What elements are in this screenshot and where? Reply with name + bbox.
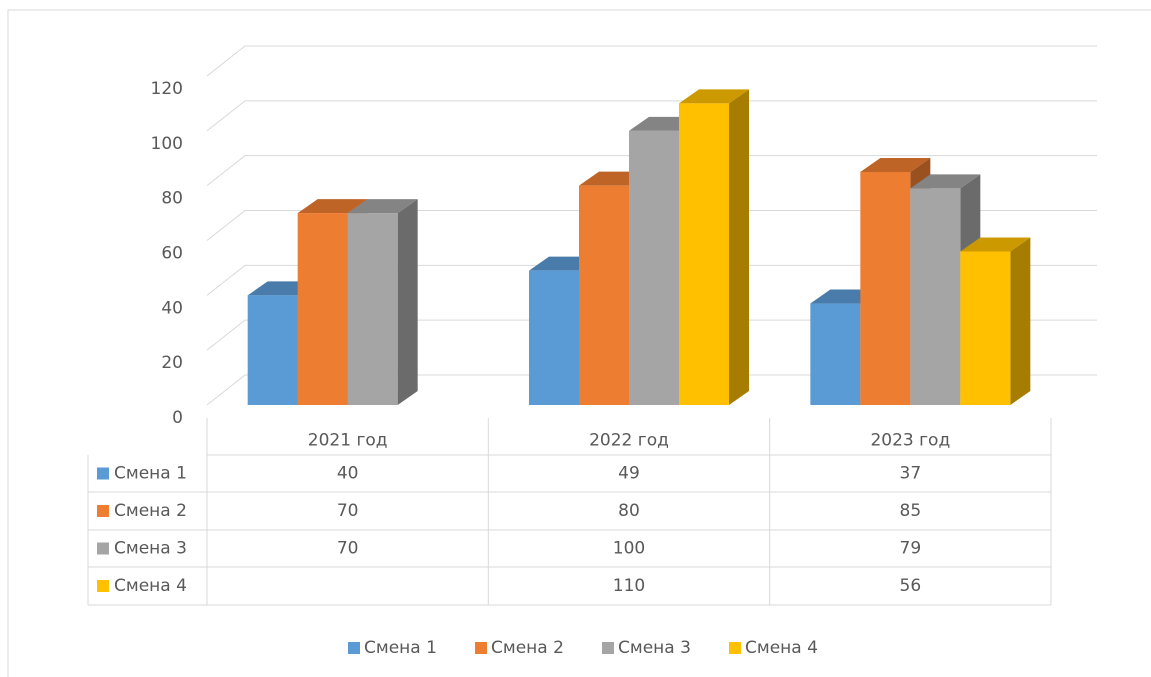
- grid-line: [206, 45, 1097, 77]
- y-tick-label: 20: [161, 353, 183, 373]
- bar: [629, 130, 679, 406]
- y-tick-label: 120: [151, 79, 183, 99]
- y-tick-label: 60: [161, 244, 183, 264]
- grid-line: [206, 210, 1097, 241]
- legend-key: [729, 642, 741, 654]
- y-tick-label: 80: [161, 189, 183, 209]
- legend-label: Смена 2: [491, 638, 564, 658]
- bar: [297, 213, 348, 405]
- bar-top: [297, 199, 368, 214]
- x-tick-label: 2022 год: [589, 431, 669, 451]
- table-cell: 56: [900, 576, 922, 596]
- bar: [810, 303, 861, 405]
- legend-key: [475, 642, 487, 654]
- bar: [247, 295, 298, 405]
- bar: [529, 270, 579, 405]
- bar-top: [679, 89, 749, 104]
- table-row-header: Смена 2: [114, 501, 187, 521]
- table-row-header: Смена 1: [114, 464, 187, 484]
- y-tick-label: 40: [161, 298, 183, 318]
- table-legend-key: [97, 467, 109, 480]
- table-cell: 100: [613, 539, 645, 559]
- table-cell: 40: [337, 464, 359, 484]
- bar: [347, 213, 398, 405]
- bar: [579, 185, 629, 405]
- table-legend-key: [97, 580, 109, 592]
- table-legend-key: [97, 505, 109, 517]
- bar-side: [729, 89, 749, 406]
- table-cell: 85: [900, 501, 922, 521]
- x-tick-label: 2021 год: [308, 431, 388, 451]
- grid-line: [206, 264, 1097, 296]
- table-cell: 49: [618, 464, 640, 484]
- bar-top: [860, 157, 931, 172]
- bar-side: [397, 199, 418, 405]
- table-legend-key: [97, 542, 109, 555]
- table-row-header: Смена 3: [114, 539, 187, 559]
- bar-side: [1010, 237, 1031, 405]
- bar: [679, 103, 729, 406]
- table-row-header: Смена 4: [114, 576, 187, 596]
- table-cell: 79: [900, 539, 922, 559]
- legend-key: [348, 642, 360, 654]
- y-tick-label: 100: [151, 134, 183, 154]
- legend-label: Смена 1: [364, 638, 437, 658]
- table-cell: 110: [613, 576, 645, 596]
- legend-label: Смена 3: [618, 638, 691, 658]
- bar-top: [910, 174, 981, 189]
- bar-top: [347, 199, 418, 214]
- bar: [910, 188, 961, 405]
- bar: [960, 251, 1011, 405]
- bar-top: [960, 237, 1031, 252]
- table-cell: 70: [337, 539, 359, 559]
- table-cell: 70: [337, 501, 359, 521]
- legend-key: [602, 642, 614, 654]
- bar: [860, 171, 911, 405]
- x-tick-label: 2023 год: [870, 431, 950, 451]
- legend-label: Смена 4: [745, 638, 818, 658]
- table-cell: 80: [618, 501, 640, 521]
- y-tick-label: 0: [172, 408, 183, 428]
- table-cell: 37: [900, 464, 922, 484]
- grid-line: [206, 155, 1097, 187]
- grid-line: [206, 100, 1097, 132]
